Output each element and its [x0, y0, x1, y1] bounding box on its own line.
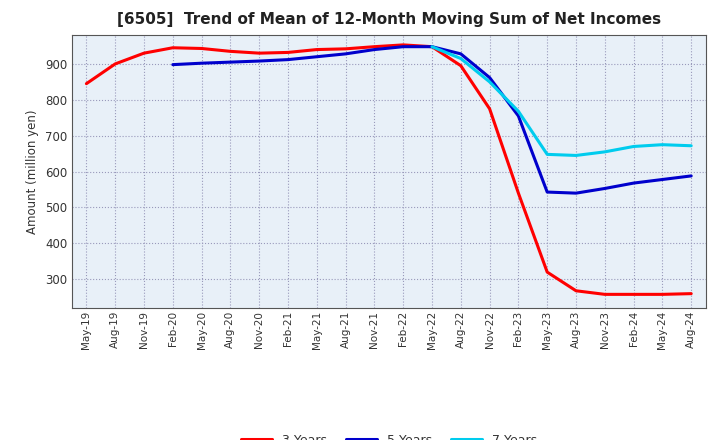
5 Years: [312, 54, 321, 59]
3 Years: [428, 44, 436, 49]
3 Years: [168, 45, 177, 51]
5 Years: [485, 75, 494, 80]
3 Years: [82, 81, 91, 86]
5 Years: [168, 62, 177, 67]
Line: 5 Years: 5 Years: [173, 47, 691, 193]
3 Years: [485, 106, 494, 111]
3 Years: [284, 50, 292, 55]
5 Years: [572, 191, 580, 196]
5 Years: [399, 44, 408, 49]
Legend: 3 Years, 5 Years, 7 Years: 3 Years, 5 Years, 7 Years: [235, 429, 542, 440]
5 Years: [341, 51, 350, 56]
3 Years: [341, 46, 350, 51]
5 Years: [284, 57, 292, 62]
3 Years: [370, 44, 379, 49]
7 Years: [572, 153, 580, 158]
3 Years: [255, 51, 264, 56]
7 Years: [514, 109, 523, 114]
7 Years: [428, 44, 436, 49]
3 Years: [629, 292, 638, 297]
5 Years: [629, 180, 638, 186]
7 Years: [658, 142, 667, 147]
Line: 3 Years: 3 Years: [86, 45, 691, 294]
3 Years: [312, 47, 321, 52]
3 Years: [197, 46, 206, 51]
3 Years: [687, 291, 696, 296]
5 Years: [197, 61, 206, 66]
5 Years: [514, 114, 523, 119]
Title: [6505]  Trend of Mean of 12-Month Moving Sum of Net Incomes: [6505] Trend of Mean of 12-Month Moving …: [117, 12, 661, 27]
5 Years: [456, 51, 465, 56]
5 Years: [370, 47, 379, 52]
7 Years: [600, 149, 609, 154]
3 Years: [456, 63, 465, 68]
5 Years: [255, 59, 264, 64]
3 Years: [111, 61, 120, 66]
5 Years: [226, 59, 235, 65]
7 Years: [485, 79, 494, 84]
3 Years: [658, 292, 667, 297]
Y-axis label: Amount (million yen): Amount (million yen): [27, 110, 40, 234]
3 Years: [514, 191, 523, 196]
3 Years: [572, 288, 580, 293]
7 Years: [687, 143, 696, 148]
7 Years: [543, 152, 552, 157]
5 Years: [687, 173, 696, 179]
5 Years: [658, 177, 667, 182]
5 Years: [428, 44, 436, 49]
3 Years: [140, 51, 148, 56]
7 Years: [629, 144, 638, 149]
Line: 7 Years: 7 Years: [432, 47, 691, 155]
3 Years: [600, 292, 609, 297]
3 Years: [226, 49, 235, 54]
5 Years: [600, 186, 609, 191]
3 Years: [399, 42, 408, 48]
5 Years: [543, 189, 552, 194]
7 Years: [456, 56, 465, 61]
3 Years: [543, 269, 552, 275]
